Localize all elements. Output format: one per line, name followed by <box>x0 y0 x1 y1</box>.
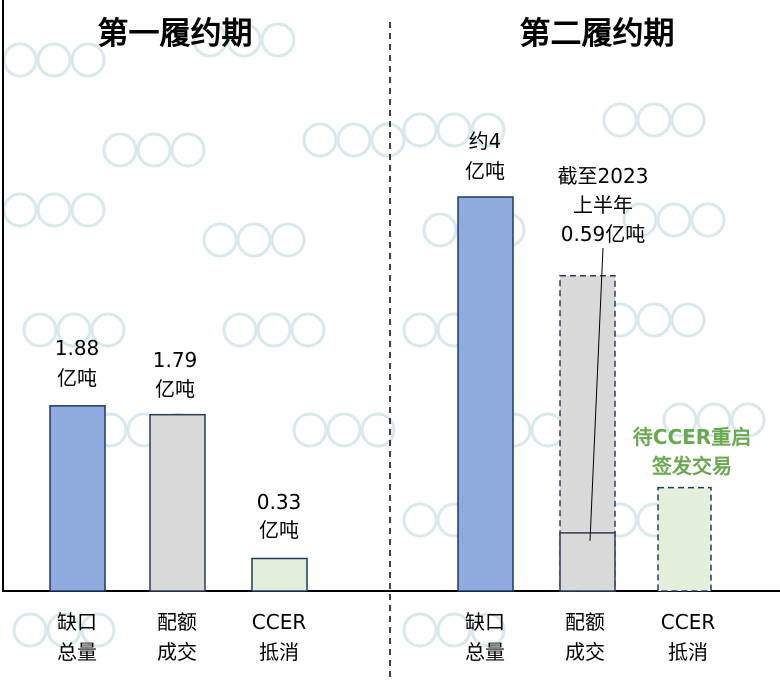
watermark-ring <box>270 222 306 258</box>
watermark-ring <box>656 202 692 238</box>
p2-bar-ccer-projected <box>657 486 712 592</box>
p2-annotation-line2: 上半年 <box>573 193 633 217</box>
watermark-ring <box>2 42 38 78</box>
watermark-ring <box>170 132 206 168</box>
watermark-ring <box>470 612 506 648</box>
watermark-ring <box>730 402 766 438</box>
watermark-ring <box>670 102 706 138</box>
annotation-leader-line <box>589 247 604 541</box>
watermark-ring <box>256 312 292 348</box>
watermark-ring <box>70 192 106 228</box>
p2-pending-note-line2: 签发交易 <box>651 454 732 478</box>
watermark-ring <box>22 312 58 348</box>
watermark-ring <box>636 102 672 138</box>
p1-value-label-shortfall: 1.88 <box>55 336 100 360</box>
p2-pending-note-line1: 待CCER重启 <box>633 425 751 449</box>
panel1-title: 第一履约期 <box>98 16 253 52</box>
watermark-ring <box>56 312 92 348</box>
watermark-ring <box>80 612 116 648</box>
watermark-ring <box>470 112 506 148</box>
p2-xtick-shortfall-2: 总量 <box>465 640 505 664</box>
watermark-ring <box>260 22 296 58</box>
watermark-ring <box>402 612 438 648</box>
panel2-plot: 约4 亿吨 截至2023 上半年 0.59亿吨 待CCER重启 签发交易 缺口 … <box>457 129 751 664</box>
watermark-ring <box>402 112 438 148</box>
watermark-ring <box>436 112 472 148</box>
watermark-ring <box>302 122 338 158</box>
watermark-ring <box>636 302 672 338</box>
p1-xtick-shortfall-1: 缺口 <box>57 610 97 634</box>
watermark-ring <box>290 312 326 348</box>
watermark-ring <box>70 42 106 78</box>
watermark-ring <box>90 312 126 348</box>
watermark-ring <box>46 612 82 648</box>
watermark-ring <box>326 412 362 448</box>
watermark-ring <box>192 22 228 58</box>
watermark-ring <box>422 212 458 248</box>
watermark-ring <box>662 402 698 438</box>
p1-xtick-shortfall-2: 总量 <box>57 640 97 664</box>
p2-bar-shortfall <box>457 196 514 592</box>
p1-value-label-ccer: 0.33 <box>257 490 302 514</box>
panel1-plot: 1.88 亿吨 1.79 亿吨 0.33 亿吨 缺口 总量 配额 成交 CCER… <box>49 336 308 664</box>
p1-value-label-allowance: 1.79 <box>153 348 198 372</box>
watermark-ring <box>102 132 138 168</box>
watermark-ring <box>690 202 726 238</box>
p1-value-unit-shortfall: 亿吨 <box>57 366 97 390</box>
watermark-ring <box>222 312 258 348</box>
watermark-ring <box>436 612 472 648</box>
watermark-ring <box>602 102 638 138</box>
watermark-ring <box>202 222 238 258</box>
watermark-ring <box>136 132 172 168</box>
watermark-ring <box>36 192 72 228</box>
watermark-ring <box>622 202 658 238</box>
p1-xtick-allowance-2: 成交 <box>157 640 197 664</box>
watermark-layer <box>2 22 766 648</box>
p2-xtick-ccer-2: 抵消 <box>668 640 708 664</box>
watermark-ring <box>292 412 328 448</box>
watermark-ring <box>336 122 372 158</box>
watermark-ring <box>402 502 438 538</box>
p2-value-unit-shortfall: 亿吨 <box>465 159 505 183</box>
watermark-ring <box>12 612 48 648</box>
watermark-ring <box>360 412 396 448</box>
p1-bar-shortfall <box>49 405 106 592</box>
watermark-ring <box>402 312 438 348</box>
p2-xtick-allowance-1: 配额 <box>565 610 605 634</box>
watermark-ring <box>236 222 272 258</box>
p2-annotation-line3: 0.59亿吨 <box>561 222 646 246</box>
p1-value-unit-allowance: 亿吨 <box>155 377 195 401</box>
p1-xtick-ccer-2: 抵消 <box>259 640 299 664</box>
watermark-ring <box>530 412 566 448</box>
watermark-ring <box>696 402 732 438</box>
p2-annotation-line1: 截至2023 <box>558 164 649 188</box>
p2-bar-allowance <box>559 532 616 592</box>
watermark-ring <box>2 192 38 228</box>
p2-value-label-shortfall: 约4 <box>469 129 502 153</box>
panel2-title: 第二履约期 <box>520 16 675 52</box>
watermark-ring <box>670 302 706 338</box>
p1-xtick-allowance-1: 配额 <box>157 610 197 634</box>
p1-bar-ccer <box>251 557 308 592</box>
watermark-ring <box>370 122 406 158</box>
watermark-ring <box>36 42 72 78</box>
p2-xtick-allowance-2: 成交 <box>565 640 605 664</box>
p2-xtick-shortfall-1: 缺口 <box>465 610 505 634</box>
watermark-ring <box>226 22 262 58</box>
p1-value-unit-ccer: 亿吨 <box>259 518 299 542</box>
p1-xtick-ccer-1: CCER <box>252 610 307 634</box>
p2-xtick-ccer-1: CCER <box>661 610 716 634</box>
p1-bar-allowance <box>149 413 206 592</box>
